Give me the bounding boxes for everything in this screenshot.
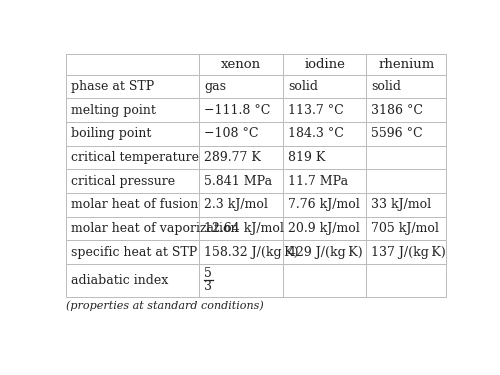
Bar [366,122,446,146]
Text: −108 °C: −108 °C [204,128,259,140]
Text: 12.64 kJ/mol: 12.64 kJ/mol [204,222,284,235]
Text: 705 kJ/mol: 705 kJ/mol [372,222,440,235]
Bar [200,75,283,98]
Bar [283,75,366,98]
Bar [200,122,283,146]
Text: 33 kJ/mol: 33 kJ/mol [372,198,432,211]
Bar [283,217,366,240]
Bar [366,98,446,122]
Text: 7.76 kJ/mol: 7.76 kJ/mol [288,198,360,211]
Text: 20.9 kJ/mol: 20.9 kJ/mol [288,222,360,235]
Text: molar heat of fusion: molar heat of fusion [72,198,198,211]
Bar [366,75,446,98]
Text: 289.77 K: 289.77 K [204,151,261,164]
Bar [66,217,200,240]
Text: −111.8 °C: −111.8 °C [204,104,270,117]
Bar [200,170,283,193]
Bar [200,193,283,217]
Bar [283,170,366,193]
Bar [66,193,200,217]
Bar [366,217,446,240]
Bar [66,122,200,146]
Bar [200,98,283,122]
Bar [283,240,366,264]
Bar [283,54,366,75]
Text: iodine: iodine [304,58,345,71]
Bar [366,240,446,264]
Text: 5: 5 [204,267,212,280]
Text: 3: 3 [204,280,212,293]
Text: 2.3 kJ/mol: 2.3 kJ/mol [204,198,268,211]
Bar [366,146,446,170]
Text: 429 J/(kg K): 429 J/(kg K) [288,246,362,259]
Text: 113.7 °C: 113.7 °C [288,104,344,117]
Bar [283,122,366,146]
Bar [283,146,366,170]
Text: 5596 °C: 5596 °C [372,128,423,140]
Bar [366,54,446,75]
Text: molar heat of vaporization: molar heat of vaporization [72,222,239,235]
Bar [66,146,200,170]
Bar [66,54,200,75]
Text: specific heat at STP: specific heat at STP [72,246,198,259]
Text: adiabatic index: adiabatic index [72,274,168,287]
Text: 137 J/(kg K): 137 J/(kg K) [372,246,446,259]
Text: 819 K: 819 K [288,151,325,164]
Bar [283,98,366,122]
Bar [200,146,283,170]
Text: gas: gas [204,80,227,93]
Text: 3186 °C: 3186 °C [372,104,424,117]
Text: 184.3 °C: 184.3 °C [288,128,344,140]
Bar [66,170,200,193]
Bar [200,54,283,75]
Bar [200,217,283,240]
Text: 5.841 MPa: 5.841 MPa [204,175,272,188]
Text: critical temperature: critical temperature [72,151,200,164]
Text: 11.7 MPa: 11.7 MPa [288,175,348,188]
Text: 158.32 J/(kg K): 158.32 J/(kg K) [204,246,299,259]
Text: rhenium: rhenium [378,58,434,71]
Text: melting point: melting point [72,104,156,117]
Text: critical pressure: critical pressure [72,175,176,188]
Text: xenon: xenon [221,58,261,71]
Bar [283,193,366,217]
Text: phase at STP: phase at STP [72,80,154,93]
Bar [366,193,446,217]
Bar [66,75,200,98]
Text: (properties at standard conditions): (properties at standard conditions) [66,301,264,311]
Bar [66,240,200,264]
Bar [366,170,446,193]
Text: solid: solid [372,80,402,93]
Bar [200,240,283,264]
Bar [66,98,200,122]
Text: boiling point: boiling point [72,128,152,140]
Text: solid: solid [288,80,318,93]
